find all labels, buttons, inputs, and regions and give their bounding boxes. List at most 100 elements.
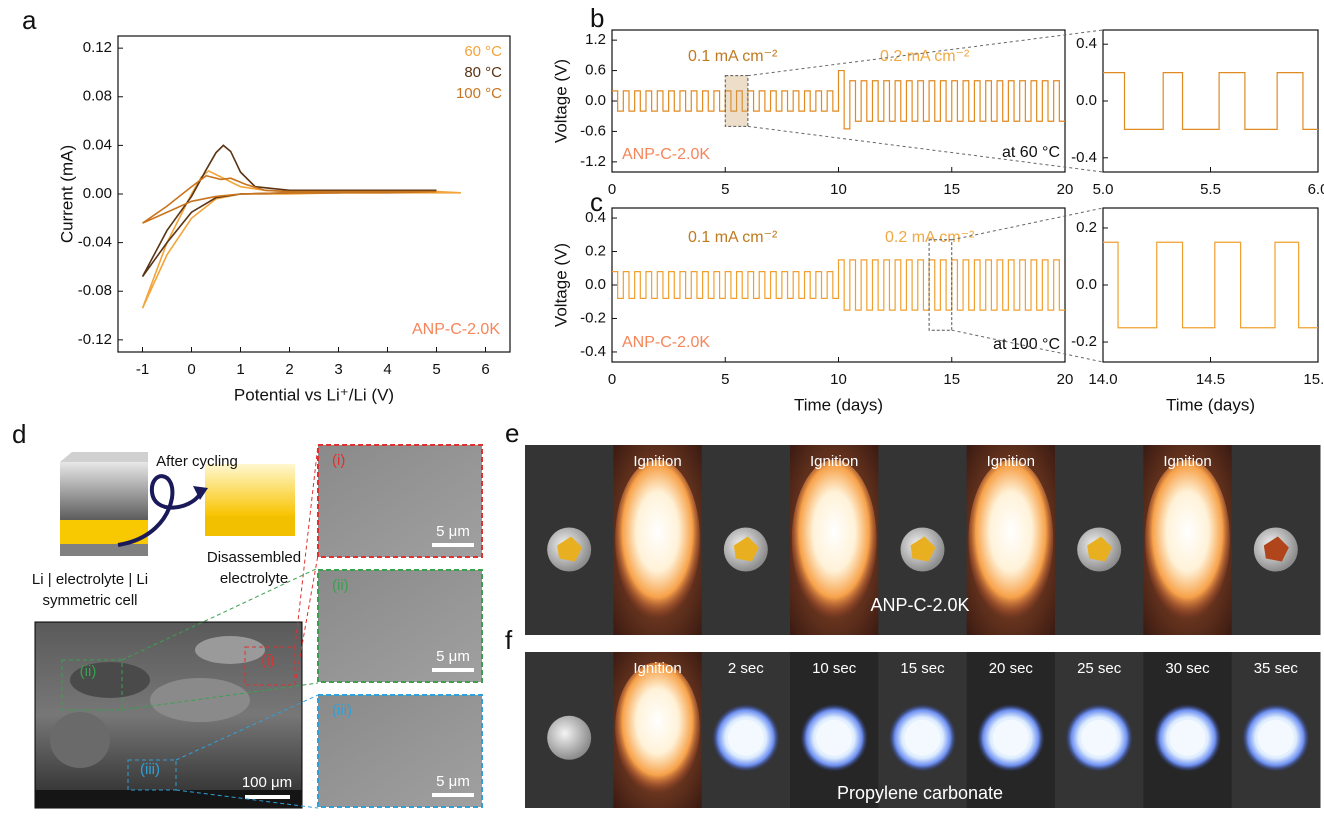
y-tick-label: 0.2 [1076,219,1097,236]
sample-label: Propylene carbonate [837,783,1003,803]
region-label: (i) [261,652,274,669]
legend-entry: 100 °C [456,85,502,102]
caption: 15 sec [900,660,945,677]
y-tick-label: 0.12 [83,39,112,56]
legend-entry: 60 °C [464,43,502,60]
li-block [60,544,148,556]
inset-label: (ii) [332,577,349,594]
zoom-line [295,445,318,647]
x-tick-label: 14.5 [1196,371,1225,388]
region-label: (ii) [80,663,97,680]
data-line [1103,242,1318,328]
scale-bar-label: 5 μm [436,773,470,790]
x-tick-label: 10 [830,181,847,198]
flame [615,460,700,620]
annotation: at 60 °C [1002,144,1060,161]
y-tick-label: 1.2 [585,31,606,48]
coin [547,716,591,760]
x-tick-label: 6.0 [1308,181,1324,198]
panel-label: b [590,3,604,33]
glow-core [905,720,941,756]
scale-bar-label: 5 μm [436,523,470,540]
y-tick-label: 0.04 [83,136,112,153]
data-line [143,145,437,276]
x-tick-label: 5.5 [1200,181,1221,198]
x-tick-label: 20 [1057,181,1074,198]
x-tick-label: 0 [608,181,616,198]
li-block [60,462,148,520]
inset-label: (i) [332,452,345,469]
block-top [60,452,148,462]
x-tick-label: 4 [383,361,391,378]
annotation: 0.1 mA cm⁻² [688,48,778,65]
data-line [1103,73,1318,130]
caption: 30 sec [1165,660,1210,677]
caption: 35 sec [1254,660,1299,677]
y-tick-label: -0.6 [580,122,606,139]
y-tick-label: -0.08 [78,282,112,299]
caption: Ignition [987,453,1035,470]
caption: Ignition [810,453,858,470]
flame [968,460,1053,620]
caption: 25 sec [1077,660,1122,677]
panel-label: f [505,625,513,655]
y-tick-label: 0.2 [585,242,606,259]
sample-label: ANP-C-2.0K [870,595,969,615]
data-line [612,71,1065,129]
x-tick-label: 10 [830,371,847,388]
product-label: electrolyte [220,570,288,587]
action-label: After cycling [156,453,238,470]
y-tick-label: -0.4 [1071,149,1097,166]
panel-label: d [12,419,26,449]
panel-label: c [590,187,603,217]
caption: 10 sec [812,660,857,677]
glow-core [1081,720,1117,756]
x-tick-label: 6 [481,361,489,378]
y-tick-label: 0.0 [1076,276,1097,293]
panel-label: e [505,418,519,448]
y-tick-label: 0.08 [83,88,112,105]
x-tick-label: 15 [943,371,960,388]
x-axis-label: Time (days) [794,395,883,414]
data-line [612,260,1065,310]
y-tick-label: -1.2 [580,153,606,170]
texture [150,678,250,722]
y-axis-label: Voltage (V) [551,59,570,143]
caption: Ignition [1163,453,1211,470]
zoom-region [725,76,748,127]
x-tick-label: -1 [136,361,149,378]
texture [50,712,110,768]
product-block [205,516,295,536]
y-axis-label: Voltage (V) [551,243,570,327]
annotation: ANP-C-2.0K [622,146,710,163]
y-tick-label: -0.2 [580,309,606,326]
y-tick-label: 0.0 [1076,92,1097,109]
y-tick-label: 0.0 [585,276,606,293]
x-tick-label: 5 [721,371,729,388]
annotation: 0.1 mA cm⁻² [688,229,778,246]
x-tick-label: 0 [608,371,616,388]
cell-label: Li | electrolyte | Li [32,571,148,588]
caption: 2 sec [728,660,764,677]
panel-label: a [22,5,37,35]
legend-entry: 80 °C [464,64,502,81]
glow-core [993,720,1029,756]
y-tick-label: -0.04 [78,234,112,251]
y-tick-label: -0.4 [580,343,606,360]
flame [1145,460,1230,620]
flame [615,662,700,793]
plot-frame [1103,30,1318,172]
x-tick-label: 5 [432,361,440,378]
texture [195,636,265,664]
data-line [143,176,437,223]
x-tick-label: 2 [285,361,293,378]
x-tick-label: 5 [721,181,729,198]
caption: Ignition [633,453,681,470]
inset-label: (iii) [332,702,352,719]
schematic: After cycling Li | electrolyte | Li symm… [32,452,301,609]
y-tick-label: 0.4 [1076,35,1097,52]
x-tick-label: 0 [187,361,195,378]
caption: 20 sec [989,660,1034,677]
product-block [205,464,295,516]
y-tick-label: -0.12 [78,331,112,348]
